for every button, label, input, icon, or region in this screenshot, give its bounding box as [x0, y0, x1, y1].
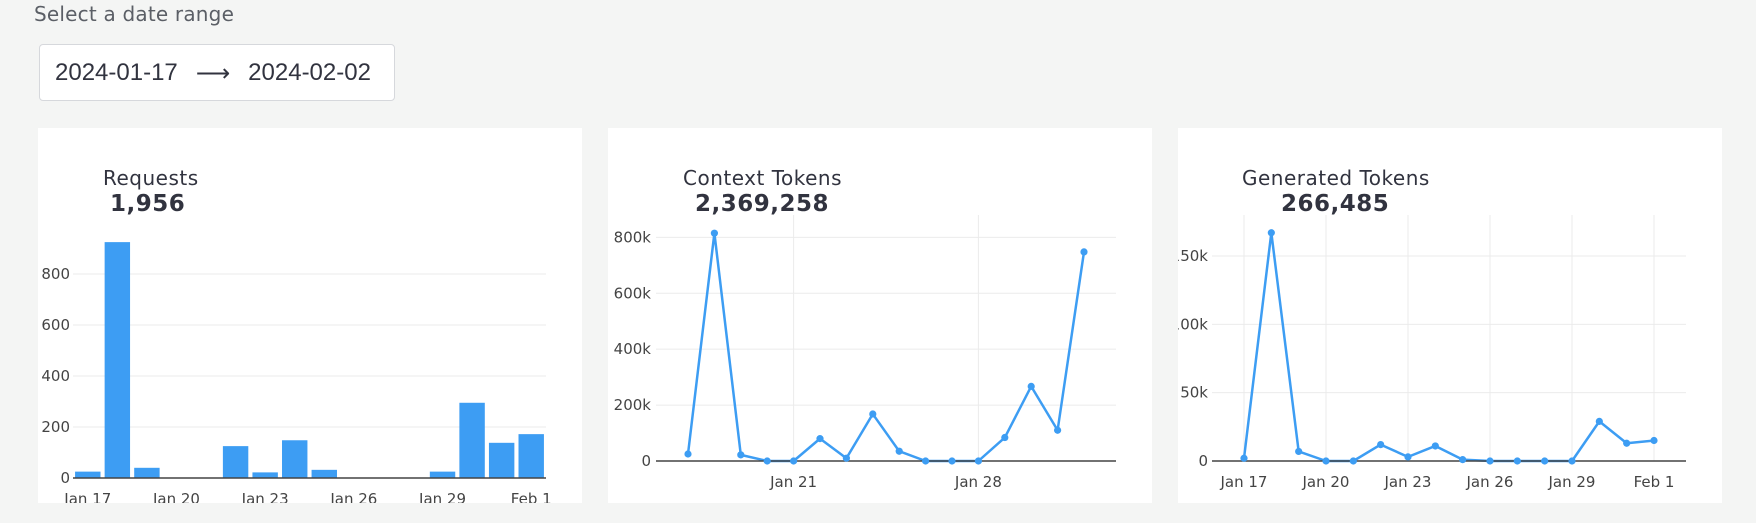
end-date-value: 2024-02-02: [248, 58, 371, 86]
requests-bar[interactable]: [134, 467, 160, 478]
context-tokens-point[interactable]: [1001, 433, 1009, 442]
context-tokens-point[interactable]: [737, 451, 745, 459]
generated-tokens-point[interactable]: [1404, 453, 1412, 461]
generated-tokens-plot-area: 0 50k 100k 150k Jan 17 Jan 20 Jan 23 Jan 26 Jan …: [1178, 215, 1686, 491]
requests-y-tick-label: 800: [41, 265, 70, 283]
generated-tokens-point[interactable]: [1459, 456, 1467, 464]
generated-tokens-point[interactable]: [1349, 457, 1357, 465]
date-range-input[interactable]: 2024-01-17 ⟶ 2024-02-02: [39, 44, 395, 101]
requests-bar[interactable]: [222, 446, 249, 478]
requests-bar[interactable]: [75, 471, 101, 478]
generated-tokens-y-tick-label: 100k: [1178, 315, 1208, 333]
generated-tokens-x-tick-label: Feb 1: [1634, 473, 1675, 491]
requests-x-tick-label: Feb 1: [511, 490, 552, 503]
context-tokens-point[interactable]: [684, 450, 692, 458]
requests-title: Requests: [103, 166, 199, 190]
context-tokens-x-tick-label: Jan 21: [769, 473, 817, 491]
generated-tokens-title: Generated Tokens: [1242, 166, 1430, 190]
context-tokens-point[interactable]: [790, 457, 798, 465]
requests-bar[interactable]: [429, 471, 456, 478]
generated-tokens-x-tick-label: Jan 20: [1302, 473, 1350, 491]
requests-bar[interactable]: [252, 472, 278, 478]
generated-tokens-y-tick-label: 50k: [1180, 384, 1208, 402]
generated-tokens-x-tick-label: Jan 26: [1466, 473, 1514, 491]
context-tokens-title: Context Tokens: [683, 166, 842, 190]
start-date-value: 2024-01-17: [55, 58, 178, 86]
context-tokens-point[interactable]: [1027, 382, 1035, 390]
generated-tokens-total: 266,485: [1281, 191, 1389, 217]
requests-bar[interactable]: [104, 242, 131, 478]
context-tokens-point[interactable]: [842, 454, 850, 462]
context-tokens-point[interactable]: [763, 457, 771, 465]
generated-tokens-y-tick-label: 0: [1198, 452, 1208, 470]
requests-x-tick-label: Jan 23: [241, 490, 289, 503]
context-tokens-y-tick-label: 400k: [614, 340, 652, 358]
context-tokens-point[interactable]: [869, 410, 877, 418]
context-tokens-chart[interactable]: Context Tokens 2,369,258 0 200k 400k 600k 80…: [608, 128, 1152, 503]
generated-tokens-point[interactable]: [1650, 436, 1658, 445]
context-tokens-point[interactable]: [922, 457, 930, 465]
requests-card: Requests 1,956 0 200 400 600 800 Jan 17 Jan 20…: [38, 128, 582, 503]
generated-tokens-point[interactable]: [1513, 457, 1521, 465]
requests-bar[interactable]: [518, 434, 544, 478]
generated-tokens-x-tick-label: Jan 29: [1548, 473, 1596, 491]
requests-y-tick-label: 0: [60, 469, 70, 487]
context-tokens-y-tick-label: 0: [641, 452, 651, 470]
context-tokens-x-tick-label: Jan 28: [954, 473, 1002, 491]
generated-tokens-series-line: [1242, 231, 1655, 463]
context-tokens-point[interactable]: [974, 457, 982, 465]
generated-tokens-point[interactable]: [1568, 457, 1576, 465]
requests-y-tick-label: 400: [41, 367, 70, 385]
requests-x-tick-label: Jan 29: [418, 490, 466, 503]
generated-tokens-chart[interactable]: Generated Tokens 266,485 0 50k 100k 150k Jan…: [1178, 128, 1722, 503]
context-tokens-card: Context Tokens 2,369,258 0 200k 400k 600k 80…: [608, 128, 1152, 503]
context-tokens-y-tick-label: 200k: [614, 396, 652, 414]
requests-y-tick-label: 600: [41, 316, 70, 334]
generated-tokens-point[interactable]: [1267, 229, 1275, 237]
generated-tokens-point[interactable]: [1623, 439, 1631, 447]
requests-x-tick-label: Jan 20: [152, 490, 200, 503]
requests-total: 1,956: [110, 191, 185, 217]
context-tokens-point[interactable]: [1054, 426, 1062, 434]
requests-bar[interactable]: [282, 440, 308, 478]
context-tokens-total: 2,369,258: [695, 191, 829, 217]
requests-y-tick-label: 200: [41, 418, 70, 436]
generated-tokens-point[interactable]: [1486, 457, 1494, 465]
generated-tokens-card: Generated Tokens 266,485 0 50k 100k 150k Jan…: [1178, 128, 1722, 503]
generated-tokens-point[interactable]: [1295, 447, 1303, 456]
generated-tokens-x-tick-label: Jan 23: [1384, 473, 1432, 491]
requests-bar[interactable]: [459, 402, 485, 478]
requests-x-tick-label: Jan 17: [63, 490, 111, 503]
context-tokens-series-line: [686, 231, 1086, 463]
context-tokens-y-tick-label: 800k: [614, 228, 652, 246]
context-tokens-point[interactable]: [710, 229, 718, 237]
requests-chart[interactable]: Requests 1,956 0 200 400 600 800 Jan 17 Jan 20…: [38, 128, 582, 503]
context-tokens-point[interactable]: [1080, 248, 1088, 256]
requests-bar[interactable]: [311, 469, 337, 478]
context-tokens-plot-area: 0 200k 400k 600k 800k Jan 21 Jan 28: [614, 215, 1116, 491]
date-range-label: Select a date range: [34, 2, 235, 26]
generated-tokens-point[interactable]: [1377, 441, 1385, 449]
requests-bar[interactable]: [488, 442, 515, 478]
generated-tokens-point[interactable]: [1541, 457, 1549, 465]
generated-tokens-x-tick-label: Jan 17: [1220, 473, 1268, 491]
generated-tokens-point[interactable]: [1595, 417, 1603, 425]
generated-tokens-point[interactable]: [1240, 454, 1248, 462]
requests-x-tick-label: Jan 26: [329, 490, 377, 503]
requests-plot-area: 0 200 400 600 800 Jan 17 Jan 20 Jan 23 Jan 26 Jan…: [41, 242, 552, 503]
generated-tokens-y-tick-label: 150k: [1178, 247, 1208, 265]
context-tokens-point[interactable]: [948, 457, 956, 465]
context-tokens-point[interactable]: [816, 435, 824, 443]
context-tokens-y-tick-label: 600k: [614, 284, 652, 302]
arrow-right-icon: ⟶: [195, 58, 231, 87]
context-tokens-point[interactable]: [895, 447, 903, 455]
generated-tokens-point[interactable]: [1431, 442, 1439, 450]
generated-tokens-point[interactable]: [1322, 457, 1330, 465]
